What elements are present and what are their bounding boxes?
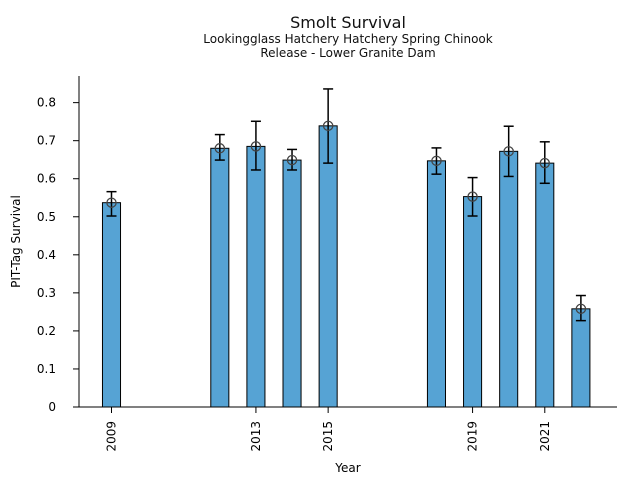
bar xyxy=(282,159,302,408)
y-tick-label: 0.5 xyxy=(37,210,56,224)
x-tick-label: 2021 xyxy=(538,421,552,452)
chart-subtitle-line1: Lookingglass Hatchery Hatchery Spring Ch… xyxy=(203,32,493,46)
data-point-marker xyxy=(431,155,442,167)
data-point-marker xyxy=(106,197,117,208)
y-tick-label: 0.8 xyxy=(37,96,56,110)
y-tick-label: 0.1 xyxy=(37,362,56,376)
bar xyxy=(463,196,483,408)
data-point-marker xyxy=(214,143,226,154)
bar xyxy=(246,145,266,408)
y-tick-label: 0.4 xyxy=(37,248,56,262)
data-point-marker xyxy=(503,146,514,157)
bar xyxy=(318,125,338,408)
y-tick-label: 0.3 xyxy=(37,286,56,300)
y-tick-label: 0.2 xyxy=(37,324,56,338)
x-axis-label: Year xyxy=(334,461,360,475)
data-point-marker xyxy=(322,120,334,132)
data-point-marker xyxy=(575,303,587,315)
data-point-marker xyxy=(286,154,298,166)
chart-title: Smolt Survival xyxy=(290,13,406,32)
x-tick-label: 2009 xyxy=(104,421,118,452)
data-point-marker xyxy=(539,157,551,169)
bar xyxy=(571,308,591,408)
x-tick-label: 2019 xyxy=(466,421,480,452)
data-point-marker xyxy=(250,141,262,152)
x-tick-label: 2015 xyxy=(321,421,335,452)
y-tick-label: 0.6 xyxy=(37,172,56,186)
data-point-marker xyxy=(467,191,478,202)
bar xyxy=(426,160,446,408)
y-tick-label: 0.7 xyxy=(37,134,56,148)
x-tick-label: 2013 xyxy=(249,421,263,452)
y-axis-label: PIT-Tag Survival xyxy=(9,195,23,288)
chart-subtitle-line2: Release - Lower Granite Dam xyxy=(260,45,436,60)
bar xyxy=(499,150,519,408)
bar xyxy=(210,147,230,408)
bar xyxy=(535,162,555,408)
chart-header: Smolt Survival Lookingglass Hatchery Hat… xyxy=(53,0,640,60)
bar xyxy=(101,202,122,408)
y-tick-label: 0 xyxy=(48,400,56,414)
